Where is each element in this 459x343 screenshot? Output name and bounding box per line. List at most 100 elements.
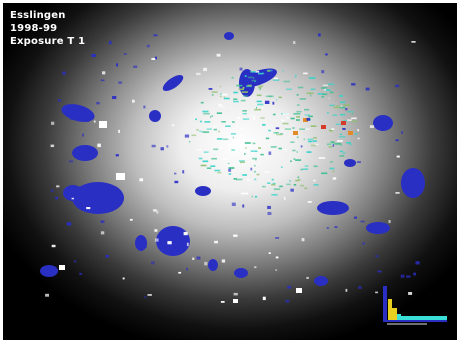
center-node [262, 72, 265, 75]
center-node [206, 167, 212, 169]
scatter-node [283, 196, 286, 201]
center-node [296, 136, 299, 139]
center-node [211, 157, 217, 160]
center-node [290, 141, 295, 143]
center-node [321, 96, 325, 98]
center-node [339, 155, 345, 157]
scatter-node [369, 125, 375, 128]
center-node [314, 143, 319, 146]
center-node [272, 182, 276, 185]
center-node [322, 93, 328, 96]
scatter-node [196, 72, 201, 76]
center-node [327, 143, 332, 146]
center-node [296, 116, 301, 118]
scatter-node [82, 133, 85, 137]
center-node [196, 129, 199, 131]
center-node [283, 80, 291, 83]
center-node [233, 178, 237, 180]
scatter-node [321, 70, 325, 74]
scatter-node [413, 272, 417, 276]
center-node [236, 84, 243, 87]
scatter-node [377, 270, 382, 273]
scatter-node [151, 144, 156, 148]
center-node [313, 179, 316, 182]
center-node [240, 99, 246, 102]
center-node [340, 144, 343, 146]
cluster-bottom-left-edge [40, 265, 58, 277]
center-node [251, 195, 253, 198]
center-node [221, 106, 226, 108]
center-node [329, 129, 333, 132]
scatter-node [275, 127, 280, 130]
center-node [228, 167, 235, 169]
cluster-bottom-right [314, 276, 328, 286]
scatter-node [123, 53, 127, 55]
center-node [258, 147, 262, 149]
scatter-node [300, 145, 303, 148]
cluster-bottom-mid [208, 259, 218, 271]
center-node [331, 141, 335, 144]
scatter-node [151, 58, 156, 60]
center-node [202, 160, 209, 163]
center-node [312, 140, 317, 142]
center-node [321, 87, 324, 89]
scatter-node [184, 134, 190, 138]
center-node [313, 165, 318, 168]
center-node [244, 142, 251, 144]
scatter-node [183, 231, 188, 236]
center-node [236, 178, 243, 181]
center-node [293, 158, 296, 160]
center-node [295, 74, 297, 77]
center-node [244, 153, 246, 155]
scatter-node [146, 44, 150, 48]
center-node [329, 167, 335, 170]
center-node [254, 178, 257, 181]
network-map [40, 32, 447, 325]
scatter-node [109, 40, 112, 45]
scatter-node [79, 272, 83, 275]
scatter-node [332, 177, 337, 180]
center-node [278, 147, 282, 150]
center-node [227, 162, 230, 165]
center-node [202, 110, 209, 113]
scatter-node [275, 237, 280, 239]
center-node [310, 144, 317, 147]
scatter-node [293, 41, 296, 44]
center-node [247, 84, 252, 87]
center-node [296, 110, 302, 113]
center-node [241, 91, 248, 93]
center-node [323, 89, 327, 91]
scatter-node [204, 261, 208, 266]
center-node [216, 138, 223, 140]
center-node [333, 106, 339, 109]
center-node [230, 133, 237, 135]
center-node [232, 136, 235, 139]
blue-clusters [40, 32, 425, 286]
scatter-node [233, 292, 238, 296]
center-node [296, 104, 300, 106]
scatter-node [57, 99, 62, 102]
scatter-node [267, 205, 271, 209]
center-node [321, 172, 328, 175]
scatter-node [129, 218, 133, 221]
center-node [349, 143, 352, 146]
center-node [339, 95, 343, 97]
hub-node [296, 288, 302, 293]
center-node [332, 170, 335, 173]
scatter-node [365, 87, 370, 91]
scatter-node [203, 67, 207, 72]
center-node [220, 93, 222, 95]
scatter-node [97, 143, 101, 148]
center-node [209, 116, 212, 118]
scatter-node [228, 168, 232, 172]
center-node [336, 105, 341, 107]
center-node [203, 151, 209, 153]
center-node [262, 185, 266, 188]
center-node [298, 179, 301, 181]
scatter-node [132, 99, 135, 103]
scatter-node [186, 242, 189, 247]
center-node [211, 91, 218, 93]
scatter-node [174, 180, 179, 184]
scatter-node [151, 261, 155, 265]
center-node [271, 183, 276, 186]
